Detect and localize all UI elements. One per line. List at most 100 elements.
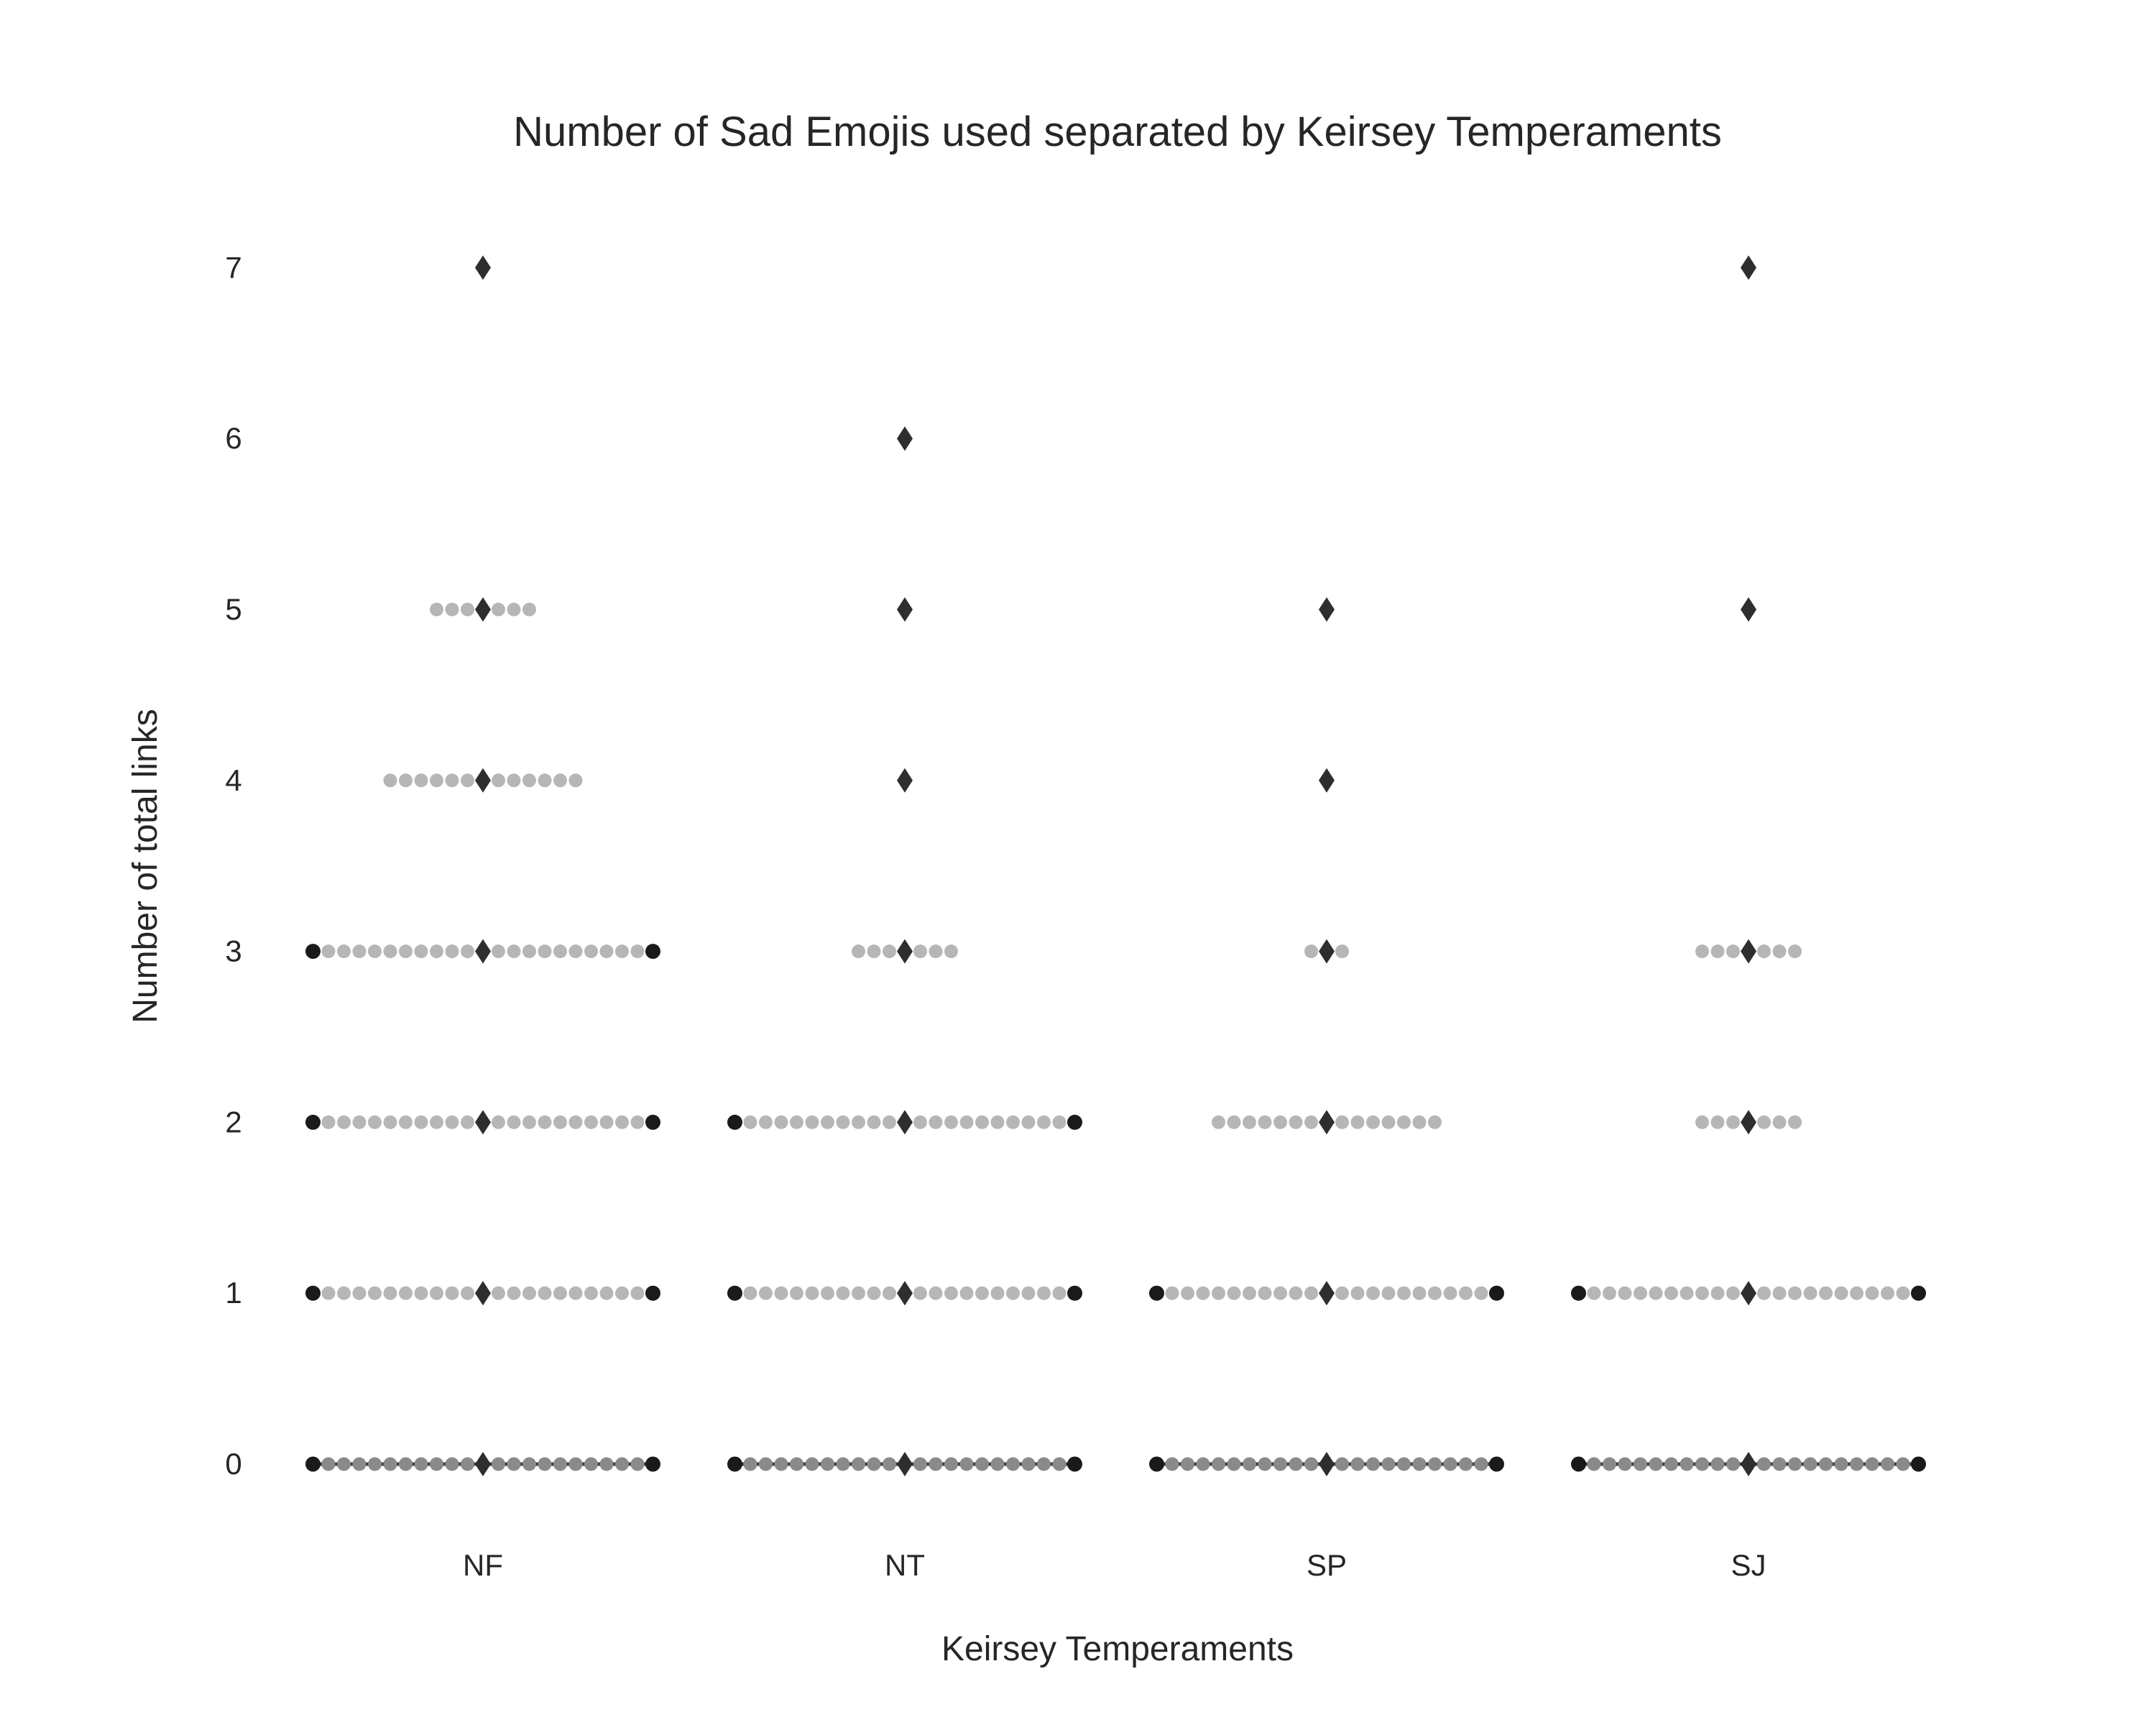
swarm-point xyxy=(507,773,521,788)
swarm-point xyxy=(568,1457,583,1471)
swarm-point xyxy=(1896,1457,1910,1471)
swarm-point xyxy=(522,602,536,617)
swarm-point xyxy=(1289,1457,1303,1471)
swarm-point xyxy=(1459,1286,1473,1300)
chart-title: Number of Sad Emojis used separated by K… xyxy=(513,109,1722,155)
swarm-point xyxy=(492,944,505,959)
swarm-point xyxy=(913,1457,927,1471)
swarm-point xyxy=(1273,1115,1287,1129)
swarm-point xyxy=(305,1456,321,1472)
swarm-point xyxy=(867,1115,881,1129)
swarm-point xyxy=(645,1285,660,1301)
swarm-point xyxy=(1757,944,1771,959)
swarm-point xyxy=(1634,1286,1647,1300)
swarm-point xyxy=(1587,1457,1601,1471)
swarm-point xyxy=(883,1115,896,1129)
swarm-point xyxy=(430,1286,443,1300)
swarm-point xyxy=(790,1457,803,1471)
swarm-point xyxy=(1037,1115,1051,1129)
swarm-point xyxy=(522,1457,536,1471)
swarm-point xyxy=(1412,1115,1427,1129)
swarm-point xyxy=(445,944,459,959)
swarm-point xyxy=(1803,1457,1818,1471)
swarm-point xyxy=(599,1457,614,1471)
swarm-point xyxy=(836,1115,850,1129)
swarm-point xyxy=(1474,1457,1488,1471)
swarm-point xyxy=(584,1115,598,1129)
swarm-point xyxy=(1258,1457,1272,1471)
swarm-point xyxy=(1726,1115,1740,1129)
y-tick-label: 5 xyxy=(225,592,241,626)
swarm-point xyxy=(1335,944,1349,959)
swarm-point xyxy=(1052,1115,1067,1129)
x-tick-label: NF xyxy=(463,1548,503,1582)
y-tick-label: 2 xyxy=(225,1105,241,1138)
swarm-point xyxy=(1865,1457,1879,1471)
swarm-point xyxy=(368,1457,382,1471)
swarm-point xyxy=(538,1457,552,1471)
swarm-point xyxy=(1381,1286,1396,1300)
swarm-point xyxy=(352,944,367,959)
swarm-point xyxy=(1695,1457,1709,1471)
swarm-point xyxy=(507,1457,521,1471)
swarm-point xyxy=(321,944,336,959)
swarm-point xyxy=(337,1286,351,1300)
swarm-point xyxy=(1243,1115,1256,1129)
swarm-point xyxy=(1726,1286,1740,1300)
swarm-point xyxy=(727,1285,742,1301)
swarm-point xyxy=(568,1286,583,1300)
swarm-point xyxy=(368,944,382,959)
swarm-point xyxy=(368,1115,382,1129)
swarm-point xyxy=(1772,1286,1787,1300)
swarm-point xyxy=(399,1286,413,1300)
swarm-point xyxy=(759,1286,773,1300)
value-marker xyxy=(897,768,913,793)
swarm-point xyxy=(743,1457,757,1471)
value-marker xyxy=(475,768,491,793)
y-tick-label: 4 xyxy=(225,763,241,797)
swarm-point xyxy=(1459,1457,1473,1471)
swarm-point xyxy=(1149,1285,1164,1301)
swarm-point xyxy=(944,944,958,959)
swarm-point xyxy=(492,1457,505,1471)
swarm-point xyxy=(1834,1286,1848,1300)
swarm-point xyxy=(1397,1457,1411,1471)
x-axis-ticks: NF NT SP SJ xyxy=(463,1548,1766,1582)
swarm-point xyxy=(461,1115,474,1129)
swarm-point xyxy=(959,1457,974,1471)
swarm-point xyxy=(538,1286,552,1300)
swarm-point xyxy=(1911,1456,1926,1472)
swarm-point xyxy=(445,602,459,617)
swarm-point xyxy=(1757,1115,1771,1129)
x-tick-label: SJ xyxy=(1731,1548,1766,1582)
swarm-point xyxy=(1695,944,1709,959)
swarm-point xyxy=(727,1114,742,1130)
swarm-point xyxy=(568,1115,583,1129)
swarm-point xyxy=(1289,1286,1303,1300)
swarm-point xyxy=(445,1286,459,1300)
swarm-point xyxy=(929,944,943,959)
swarm-point xyxy=(1227,1286,1241,1300)
swarm-point xyxy=(1366,1286,1380,1300)
swarm-point xyxy=(1803,1286,1818,1300)
swarm-point xyxy=(461,602,474,617)
swarm-point xyxy=(1850,1457,1864,1471)
swarm-point xyxy=(1212,1115,1225,1129)
swarm-point xyxy=(1772,1457,1787,1471)
swarm-point xyxy=(1680,1286,1694,1300)
swarm-point xyxy=(352,1115,367,1129)
swarm-point xyxy=(1304,1286,1318,1300)
swarm-point xyxy=(1710,1115,1725,1129)
swarm-point xyxy=(1243,1286,1256,1300)
swarm-point xyxy=(1006,1286,1020,1300)
swarm-point xyxy=(399,773,413,788)
swarm-point xyxy=(445,1115,459,1129)
swarm-point xyxy=(929,1115,943,1129)
swarm-point xyxy=(414,944,428,959)
swarm-point xyxy=(321,1457,336,1471)
swarm-point xyxy=(1618,1457,1632,1471)
swarm-point xyxy=(445,773,459,788)
swarm-point xyxy=(1772,944,1787,959)
swarm-point xyxy=(1212,1286,1225,1300)
